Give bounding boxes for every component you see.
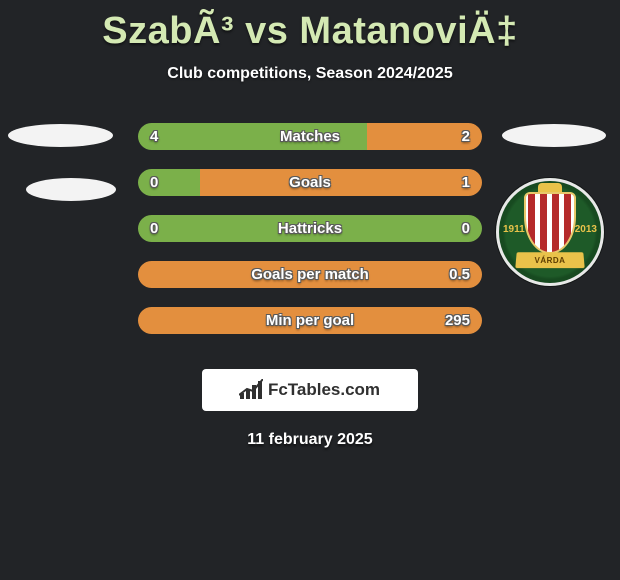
stat-bar-left-seg (138, 169, 200, 196)
stat-bar-right-seg (138, 261, 482, 288)
player-placeholder-right (502, 124, 606, 147)
crest-year-left: 1911 (503, 224, 525, 235)
player-placeholder-left (8, 124, 113, 147)
stat-bar: Min per goal295 (138, 307, 482, 334)
brand-badge[interactable]: FcTables.com (202, 369, 418, 411)
stat-bar-right-seg (138, 307, 482, 334)
stat-bar: Goals01 (138, 169, 482, 196)
brand-text: FcTables.com (268, 380, 380, 400)
club-crest: 1911 2013 VÁRDA (496, 178, 604, 286)
crest-year-right: 2013 (575, 224, 597, 235)
date-label: 11 february 2025 (0, 431, 620, 449)
page-title: SzabÃ³ vs MatanoviÄ‡ (0, 0, 620, 53)
stat-bar-right-seg (367, 123, 482, 150)
stat-bar: Hattricks00 (138, 215, 482, 242)
subtitle: Club competitions, Season 2024/2025 (0, 65, 620, 83)
player-placeholder-left (26, 178, 116, 201)
crest-banner: VÁRDA (515, 252, 584, 268)
stat-bar-left-seg (138, 123, 367, 150)
bar-chart-icon (240, 381, 262, 399)
stat-bar-right-seg (200, 169, 482, 196)
stat-bar: Matches42 (138, 123, 482, 150)
stat-bar: Goals per match0.5 (138, 261, 482, 288)
stat-bar-left-seg (138, 215, 482, 242)
